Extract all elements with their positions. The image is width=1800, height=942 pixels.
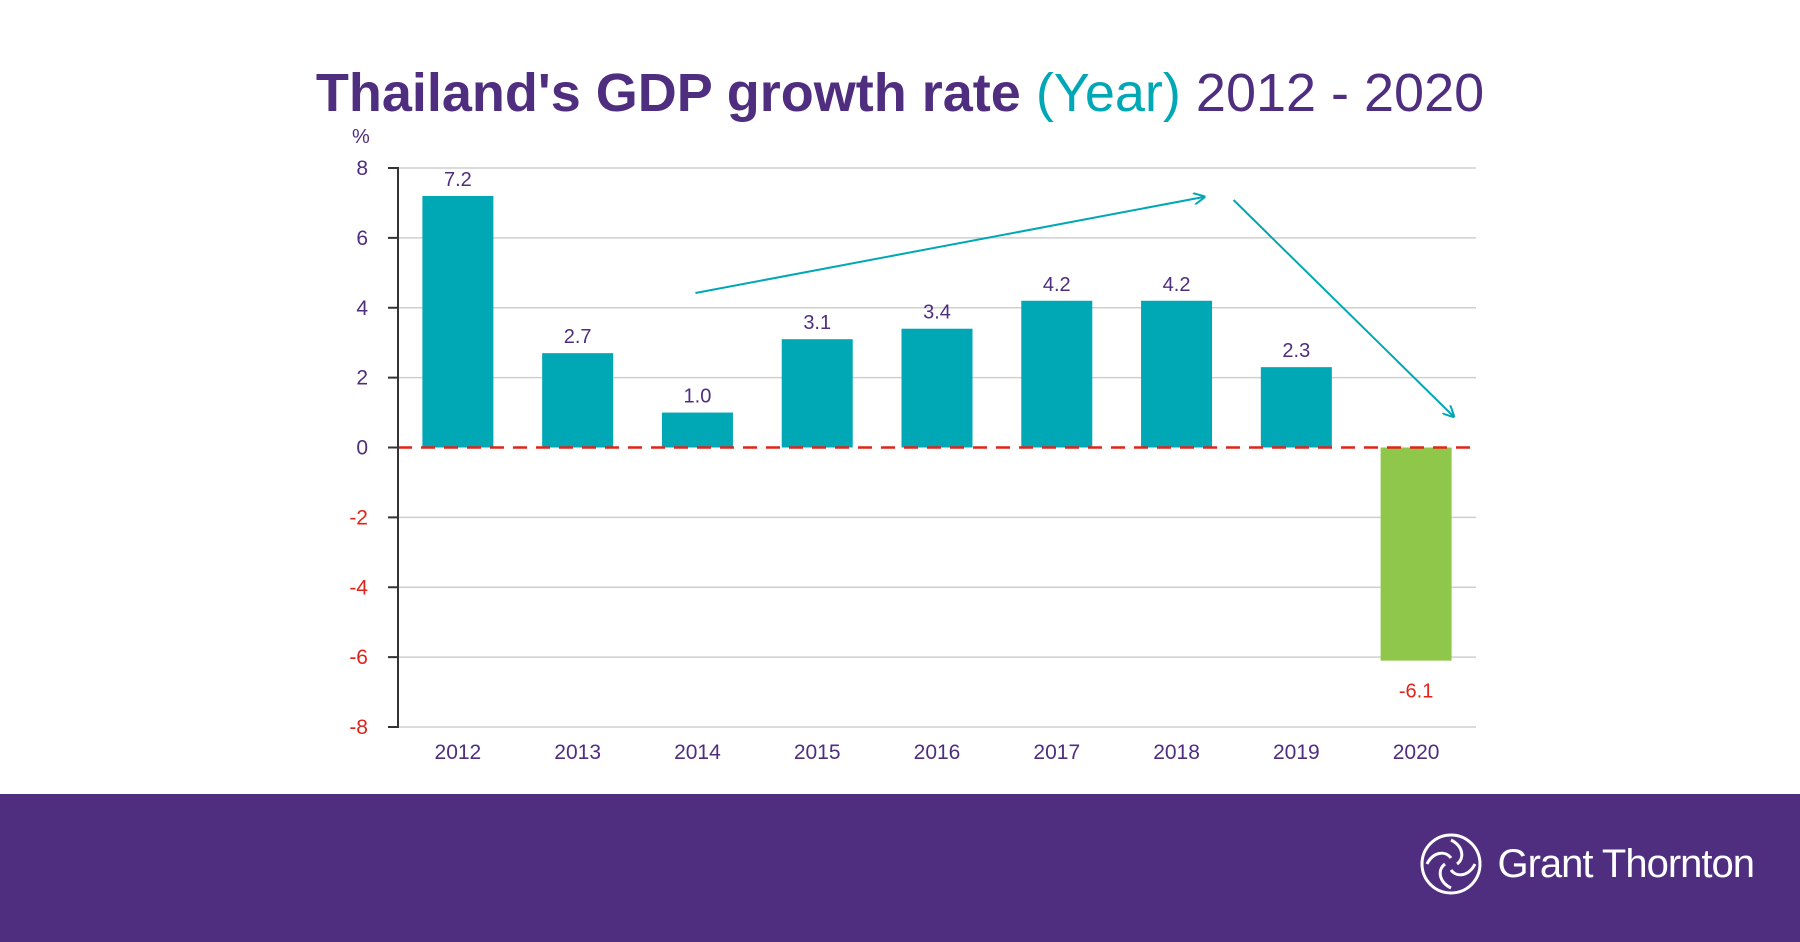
y-axis-label: % [352, 126, 370, 148]
bar [1141, 300, 1213, 448]
chart-title: Thailand's GDP growth rate (Year) 2012 -… [0, 58, 1800, 128]
y-tick-label: 2 [356, 367, 368, 390]
bar [1021, 300, 1093, 448]
data-label: 2.7 [564, 326, 592, 348]
data-label: 2.3 [1282, 340, 1310, 362]
bar [901, 328, 973, 448]
x-tick-label: 2018 [1153, 741, 1200, 764]
y-tick-label: 4 [356, 297, 368, 320]
data-label: -6.1 [1399, 681, 1433, 703]
x-tick-label: 2015 [794, 741, 841, 764]
data-label: 4.2 [1043, 274, 1071, 296]
data-label: 7.2 [444, 169, 472, 191]
x-tick-label: 2013 [554, 741, 601, 764]
x-tick-label: 2012 [435, 741, 482, 764]
x-tick-label: 2017 [1033, 741, 1080, 764]
y-tick-label: -2 [349, 506, 368, 529]
bar [422, 195, 494, 448]
bar-chart: 8 6 4 2 0 -2 -4 -6 -8% 7.2 2012 2.7 2013 1.0 2014 3.1 20… [349, 126, 1476, 764]
y-tick-label: -4 [349, 576, 368, 599]
bar [781, 339, 853, 448]
y-tick-label: 8 [356, 157, 368, 180]
y-tick-label: -6 [349, 646, 368, 669]
y-tick-label: 6 [356, 227, 368, 250]
bars [422, 195, 1452, 661]
axes [388, 167, 399, 728]
data-label: 4.2 [1163, 274, 1191, 296]
grant-thornton-logo-icon [1420, 833, 1482, 895]
data-label: 3.4 [923, 302, 951, 324]
bar [1260, 367, 1332, 448]
y-tick-label: -8 [349, 716, 368, 739]
x-tick-label: 2014 [674, 741, 721, 764]
x-tick-label: 2016 [914, 741, 961, 764]
data-label: 1.0 [684, 386, 712, 408]
brand-name: Grant Thornton [1497, 841, 1755, 886]
footer-bar: Grant Thornton [0, 794, 1800, 942]
y-tick-label: 0 [356, 437, 368, 460]
bar [1380, 447, 1452, 661]
downtrend-arrow [1232, 199, 1454, 416]
x-tick-label: 2020 [1393, 741, 1440, 764]
title-range: 2012 - 2020 [1195, 63, 1485, 123]
title-main: Thailand's GDP growth rate [315, 63, 1021, 123]
brand: Grant Thornton [1419, 832, 1755, 896]
bar [542, 353, 614, 448]
uptrend-arrow [695, 197, 1203, 294]
x-tick-label: 2019 [1273, 741, 1320, 764]
trend-arrows [695, 197, 1453, 416]
data-label: 3.1 [803, 312, 831, 334]
labels: 8 6 4 2 0 -2 -4 -6 -8% 7.2 2012 2.7 2013 1.0 2014 3.1 20… [349, 126, 1439, 764]
bar [661, 412, 733, 448]
title-year: (Year) [1035, 63, 1181, 123]
